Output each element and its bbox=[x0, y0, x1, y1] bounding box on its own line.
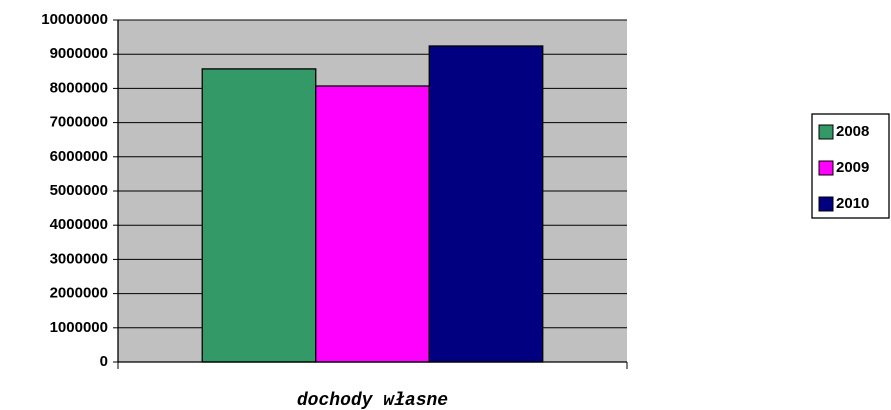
y-tick-label: 4000000 bbox=[50, 216, 108, 233]
y-tick-label: 1000000 bbox=[50, 319, 108, 336]
y-tick-label: 6000000 bbox=[50, 148, 108, 165]
y-tick-label: 5000000 bbox=[50, 182, 108, 199]
legend-swatch bbox=[818, 124, 834, 140]
legend-swatch bbox=[818, 160, 834, 176]
legend-swatch bbox=[818, 196, 834, 212]
bar bbox=[428, 45, 544, 363]
y-tick-label: 2000000 bbox=[50, 285, 108, 302]
legend-label: 2009 bbox=[836, 159, 869, 176]
legend-label: 2008 bbox=[836, 123, 869, 140]
x-tick-label: dochody własne bbox=[297, 391, 448, 410]
y-tick-label: 8000000 bbox=[50, 79, 108, 96]
y-tick-label: 10000000 bbox=[41, 11, 108, 28]
bar bbox=[201, 68, 317, 363]
bar bbox=[315, 85, 430, 363]
legend-label: 2010 bbox=[836, 195, 869, 212]
y-tick-label: 7000000 bbox=[50, 114, 108, 131]
y-tick-label: 3000000 bbox=[50, 250, 108, 267]
y-tick-label: 0 bbox=[100, 353, 108, 370]
y-tick-label: 9000000 bbox=[50, 45, 108, 62]
